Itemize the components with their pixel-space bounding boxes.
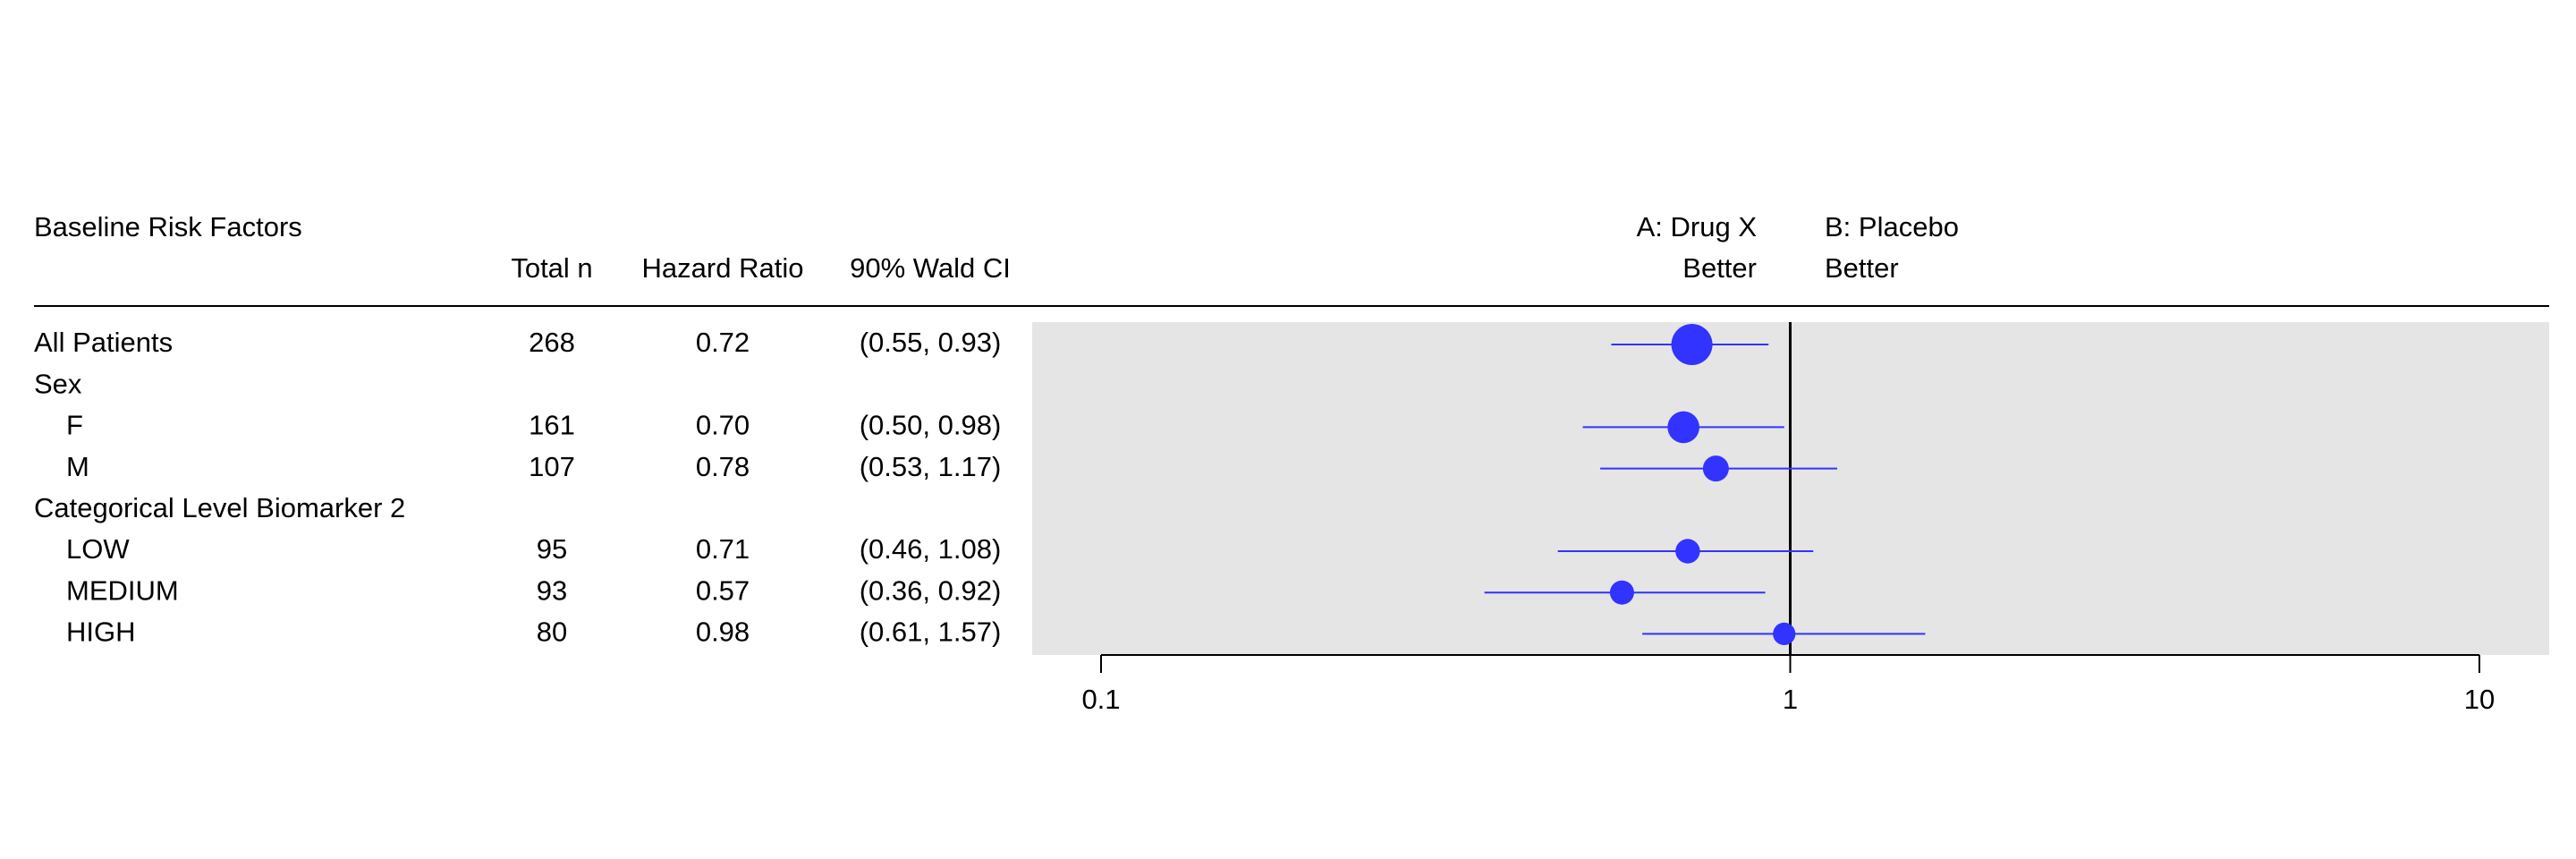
hazard-ratio-point (1702, 455, 1729, 482)
header-left-arm-line1: A: Drug X (1637, 211, 1758, 242)
row-total-n: 95 (537, 533, 567, 565)
row-total-n: 161 (529, 410, 575, 441)
hazard-ratio-point (1667, 411, 1699, 444)
row-label: MEDIUM (66, 574, 179, 606)
hazard-ratio-point (1671, 324, 1713, 365)
header-right-arm-line1: B: Placebo (1825, 211, 1959, 242)
header-total-n: Total n (511, 252, 592, 284)
hazard-ratio-point (1773, 622, 1796, 646)
hazard-ratio-point (1609, 580, 1634, 605)
row-total-n: 93 (537, 574, 567, 606)
row-label: LOW (66, 533, 130, 565)
header-right-arm-line2: Better (1825, 252, 1899, 284)
row-label: All Patients (34, 327, 173, 358)
row-hazard-ratio: 0.78 (696, 451, 750, 482)
x-tick-label: 0.1 (1081, 684, 1120, 715)
row-hazard-ratio: 0.72 (696, 327, 750, 358)
row-wald-ci: (0.36, 0.92) (860, 574, 1002, 606)
header-factor: Baseline Risk Factors (34, 211, 302, 242)
row-label: Sex (34, 368, 82, 399)
row-wald-ci: (0.50, 0.98) (860, 410, 1002, 441)
row-total-n: 80 (537, 617, 567, 648)
header-hazard-ratio: Hazard Ratio (642, 252, 804, 284)
row-hazard-ratio: 0.98 (696, 617, 750, 648)
hazard-ratio-point (1675, 539, 1700, 564)
row-label: Categorical Level Biomarker 2 (34, 492, 405, 523)
row-hazard-ratio: 0.57 (696, 574, 750, 606)
row-total-n: 268 (529, 327, 575, 358)
x-tick-label: 10 (2464, 684, 2495, 715)
row-label: HIGH (66, 617, 136, 648)
row-label: M (66, 451, 89, 482)
row-wald-ci: (0.55, 0.93) (860, 327, 1002, 358)
table-header: Baseline Risk Factors Total n Hazard Rat… (34, 211, 1959, 284)
header-wald-ci: 90% Wald CI (850, 252, 1011, 284)
row-hazard-ratio: 0.70 (696, 410, 750, 441)
forest-marks (1484, 322, 1926, 655)
x-axis: 0.1 1 10 (1081, 654, 2495, 715)
row-total-n: 107 (529, 451, 575, 482)
row-hazard-ratio: 0.71 (696, 533, 750, 565)
row-wald-ci: (0.46, 1.08) (860, 533, 1002, 565)
header-left-arm-line2: Better (1682, 252, 1757, 284)
x-tick-label: 1 (1783, 684, 1798, 715)
row-wald-ci: (0.53, 1.17) (860, 451, 1002, 482)
row-wald-ci: (0.61, 1.57) (860, 617, 1002, 648)
row-label: F (66, 410, 83, 441)
table-rows: All Patients 268 0.72 (0.55, 0.93) Sex F 161 0.… (34, 327, 1001, 647)
